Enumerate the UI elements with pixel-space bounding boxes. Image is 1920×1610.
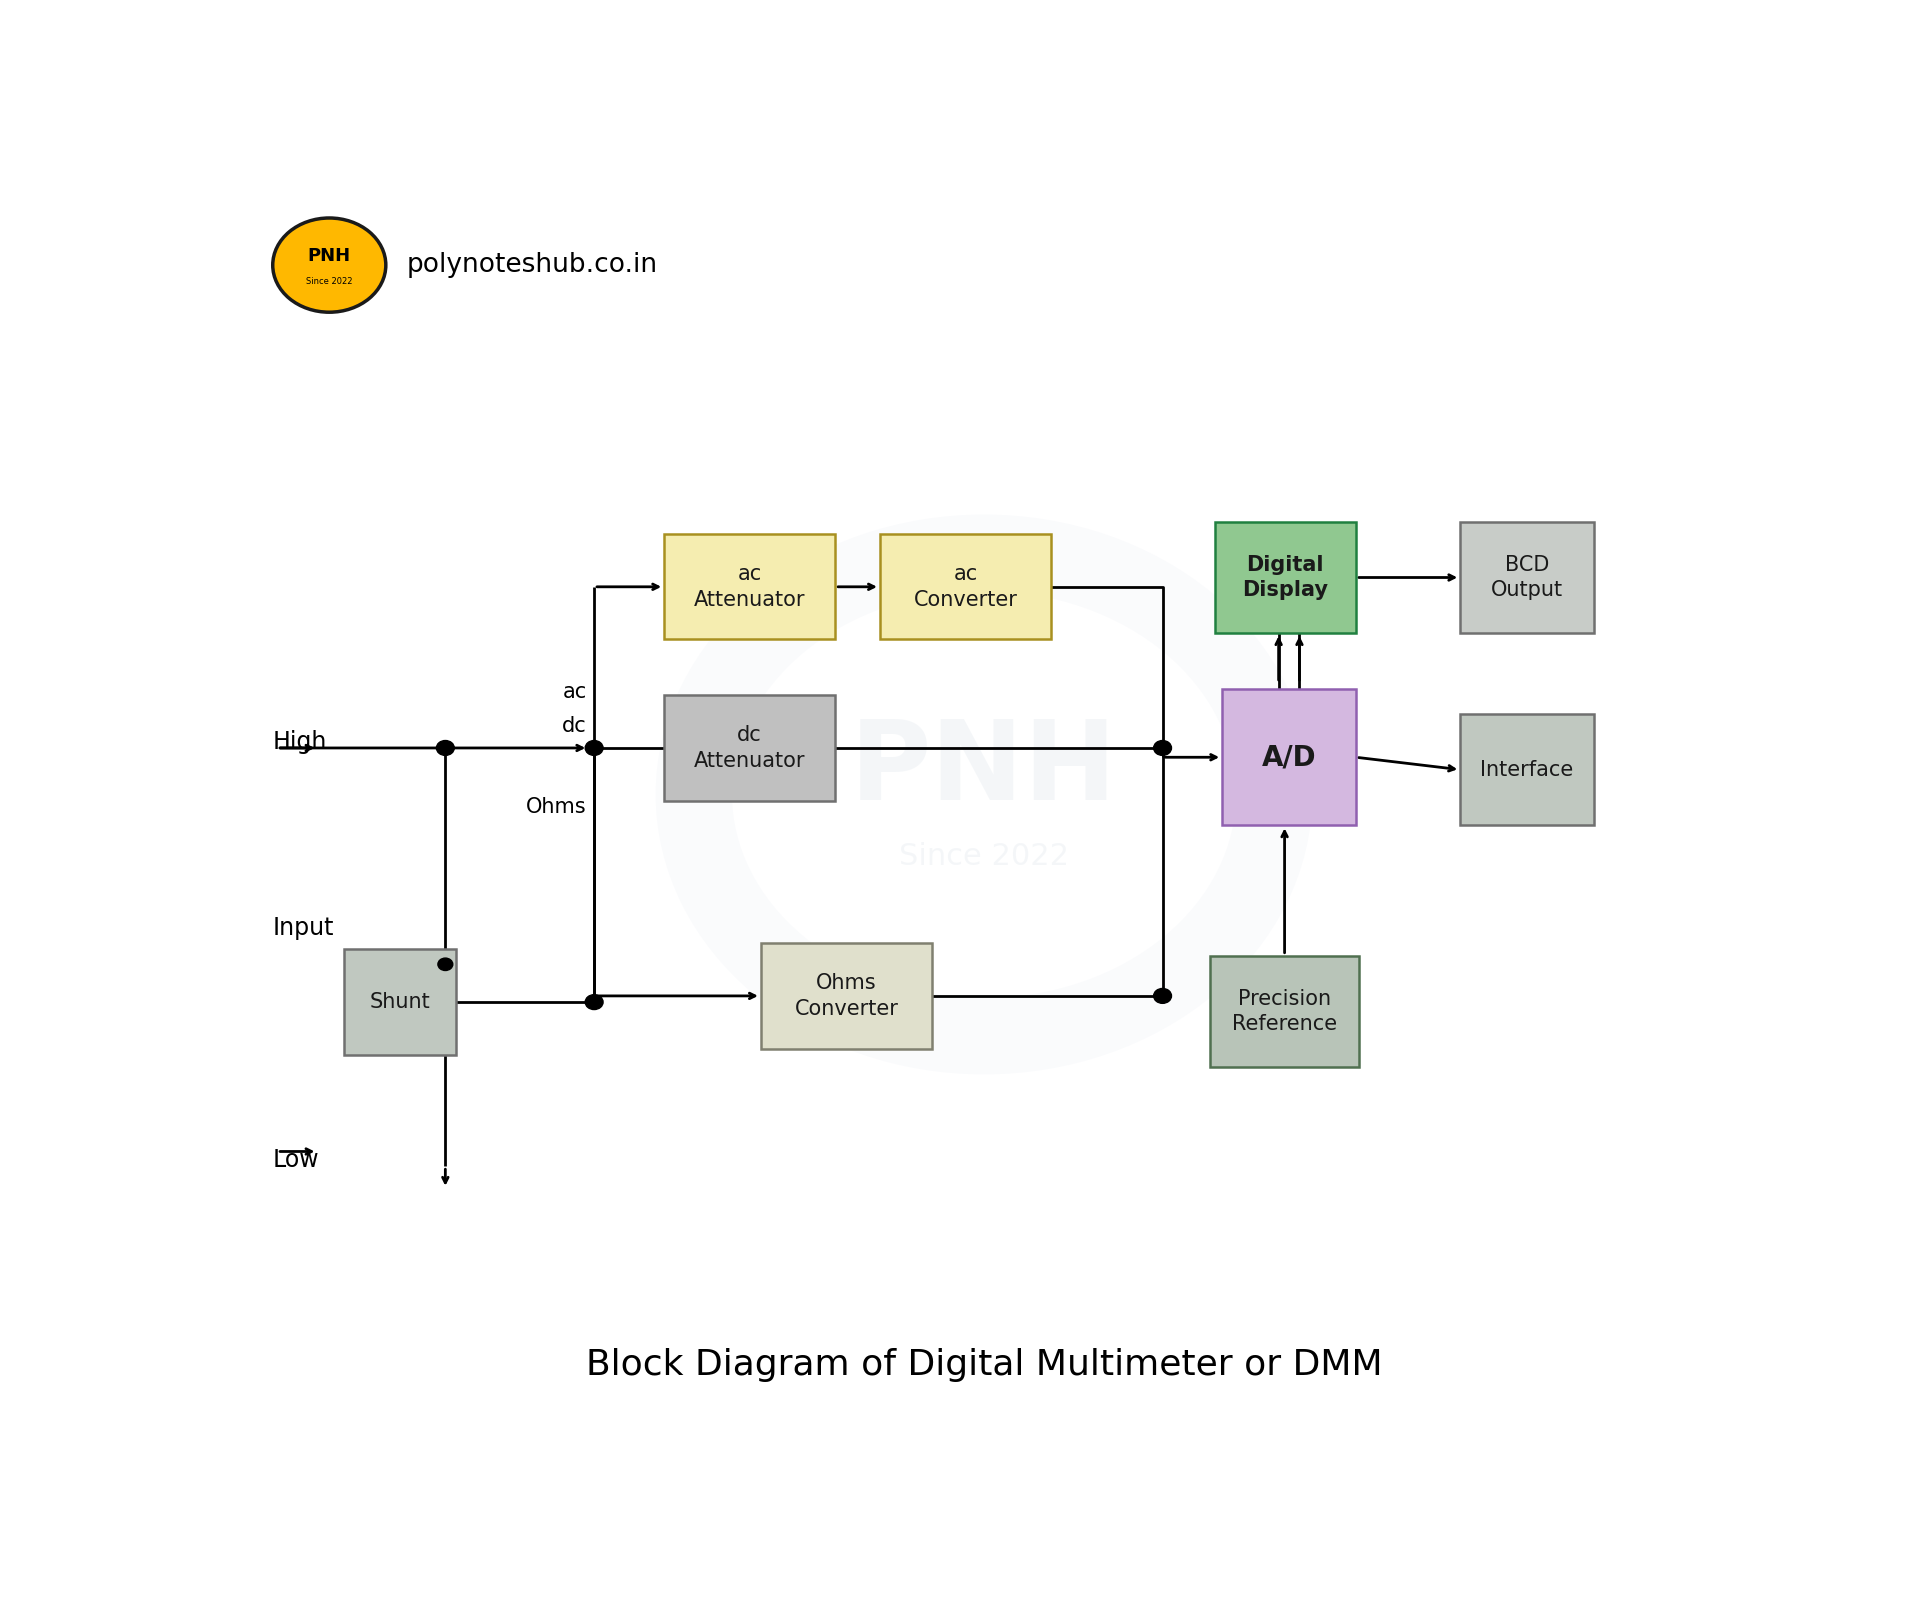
Circle shape (438, 958, 453, 971)
FancyBboxPatch shape (1221, 689, 1356, 826)
Text: Since 2022: Since 2022 (899, 842, 1069, 871)
FancyBboxPatch shape (664, 696, 835, 800)
Text: Ohms: Ohms (526, 797, 588, 818)
Text: PNH: PNH (851, 716, 1117, 823)
FancyBboxPatch shape (1459, 713, 1594, 826)
Text: PNH: PNH (307, 248, 351, 266)
FancyBboxPatch shape (1210, 956, 1359, 1067)
Text: A/D: A/D (1261, 744, 1317, 771)
Text: Shunt: Shunt (369, 992, 430, 1013)
Circle shape (273, 217, 386, 312)
Text: polynoteshub.co.in: polynoteshub.co.in (407, 253, 659, 279)
FancyBboxPatch shape (1215, 522, 1356, 633)
Circle shape (586, 741, 603, 755)
Text: Interface: Interface (1480, 760, 1574, 779)
Text: Since 2022: Since 2022 (305, 277, 353, 285)
Text: ac
Converter: ac Converter (914, 564, 1018, 610)
FancyBboxPatch shape (664, 535, 835, 639)
Circle shape (436, 741, 455, 755)
Text: Digital
Display: Digital Display (1242, 555, 1329, 601)
Text: Block Diagram of Digital Multimeter or DMM: Block Diagram of Digital Multimeter or D… (586, 1348, 1382, 1381)
Text: Input: Input (273, 916, 334, 940)
Text: Low: Low (273, 1148, 319, 1172)
Text: ac: ac (563, 683, 588, 702)
FancyBboxPatch shape (760, 943, 931, 1048)
Circle shape (586, 995, 603, 1009)
Circle shape (1154, 741, 1171, 755)
FancyBboxPatch shape (1459, 522, 1594, 633)
Text: dc
Attenuator: dc Attenuator (693, 724, 804, 771)
FancyBboxPatch shape (879, 535, 1050, 639)
Text: BCD
Output: BCD Output (1492, 555, 1563, 601)
Text: dc: dc (563, 716, 588, 736)
Text: Ohms
Converter: Ohms Converter (795, 972, 899, 1019)
Text: ac
Attenuator: ac Attenuator (693, 564, 804, 610)
Circle shape (1154, 989, 1171, 1003)
Text: High: High (273, 729, 326, 753)
FancyBboxPatch shape (344, 950, 455, 1055)
Text: Precision
Reference: Precision Reference (1233, 989, 1336, 1034)
